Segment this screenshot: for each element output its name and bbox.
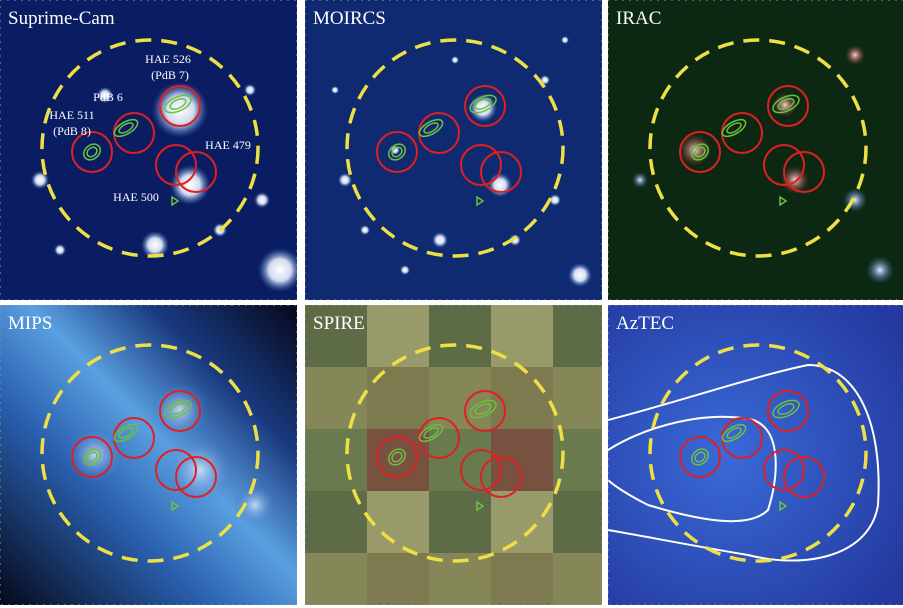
source-blob bbox=[400, 265, 410, 275]
source-blob bbox=[254, 192, 270, 208]
pixel bbox=[367, 305, 429, 367]
panel-title: IRAC bbox=[616, 8, 661, 29]
pixel bbox=[553, 491, 615, 553]
source-blob bbox=[432, 232, 448, 248]
source-label: HAE 500 bbox=[113, 190, 159, 204]
source-label: HAE 526 bbox=[145, 52, 191, 66]
pixel bbox=[429, 367, 491, 429]
source-label: (PdB 8) bbox=[53, 124, 91, 138]
source-label: PdB 6 bbox=[93, 90, 123, 104]
pixel bbox=[553, 305, 615, 367]
pixel bbox=[553, 367, 615, 429]
source-blob bbox=[632, 172, 648, 188]
panel: IRAC bbox=[608, 0, 903, 300]
panel-title: SPIRE bbox=[313, 313, 365, 334]
pixel bbox=[305, 367, 367, 429]
source-blob bbox=[568, 263, 592, 287]
source-label: HAE 479 bbox=[205, 138, 251, 152]
panel: AzTEC bbox=[608, 305, 903, 605]
pixel bbox=[305, 553, 367, 608]
source-blob bbox=[54, 244, 66, 256]
panel-background bbox=[608, 0, 903, 300]
pixel bbox=[491, 491, 553, 553]
source-blob bbox=[331, 86, 339, 94]
pixel bbox=[491, 429, 553, 491]
source-blob bbox=[244, 84, 256, 96]
panel: Suprime-Cam HAE 526 (PdB 7) PdB 6 HAE 511 (Pd… bbox=[0, 0, 302, 300]
panel: MIPS bbox=[0, 305, 297, 605]
source-blob bbox=[866, 256, 894, 284]
pixel bbox=[367, 553, 429, 608]
panel-background bbox=[608, 305, 903, 605]
source-blob bbox=[488, 173, 512, 197]
panel-title: Suprime-Cam bbox=[8, 8, 115, 29]
source-blob bbox=[451, 56, 459, 64]
panel-title: AzTEC bbox=[616, 313, 674, 334]
source-blob bbox=[338, 173, 352, 187]
pixel bbox=[367, 367, 429, 429]
source-blob bbox=[845, 45, 865, 65]
source-blob bbox=[258, 248, 302, 292]
pixel bbox=[553, 553, 615, 608]
pixel bbox=[305, 429, 367, 491]
pixel bbox=[491, 553, 553, 608]
source-label: HAE 511 bbox=[49, 108, 94, 122]
panel-title: MIPS bbox=[8, 313, 52, 334]
panel: SPIRE bbox=[305, 305, 615, 608]
source-label: (PdB 7) bbox=[151, 68, 189, 82]
figure: Suprime-Cam HAE 526 (PdB 7) PdB 6 HAE 511 (Pd… bbox=[0, 0, 903, 608]
source-blob bbox=[360, 225, 370, 235]
source-blob bbox=[561, 36, 569, 44]
pixel bbox=[367, 491, 429, 553]
panel: MOIRCS bbox=[305, 0, 602, 300]
source-blob bbox=[165, 435, 235, 505]
pixel bbox=[429, 305, 491, 367]
panel-title: MOIRCS bbox=[313, 8, 386, 29]
pixel bbox=[491, 305, 553, 367]
source-blob bbox=[233, 483, 277, 527]
pixel bbox=[429, 491, 491, 553]
